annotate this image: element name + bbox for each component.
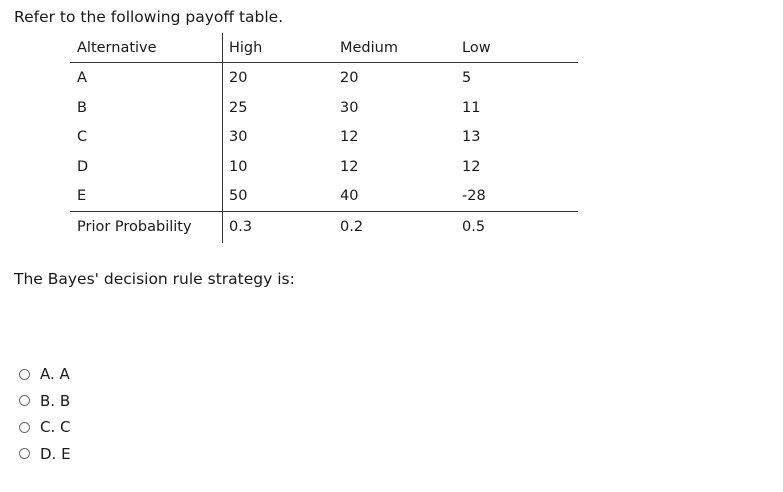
answer-options: A. A B. B C. C D. E <box>19 361 71 467</box>
high-cell: 30 <box>229 129 248 145</box>
prior-rule <box>70 211 578 212</box>
option-label: B. B <box>40 391 71 410</box>
header-alternative: Alternative <box>77 40 157 56</box>
table-row: B 25 30 11 <box>70 97 578 119</box>
high-cell: 10 <box>229 159 248 175</box>
prior-medium-cell: 0.2 <box>340 219 364 235</box>
table-row: A 20 20 5 <box>70 67 578 89</box>
option-c[interactable]: C. C <box>19 414 71 441</box>
table-row: D 10 12 12 <box>70 156 578 178</box>
prior-probability-row: Prior Probability 0.3 0.2 0.5 <box>70 216 578 238</box>
table-header-row: Alternative High Medium Low <box>70 37 578 59</box>
medium-cell: 40 <box>340 188 359 204</box>
medium-cell: 30 <box>340 100 359 116</box>
question-prompt: Refer to the following payoff table. <box>14 8 284 26</box>
column-divider <box>222 33 223 243</box>
option-b[interactable]: B. B <box>19 388 71 415</box>
header-medium: Medium <box>340 40 398 56</box>
medium-cell: 20 <box>340 70 359 86</box>
prior-probability-label: Prior Probability <box>77 219 192 235</box>
table-row: C 30 12 13 <box>70 126 578 148</box>
header-rule <box>70 62 578 63</box>
option-label: D. E <box>40 444 71 463</box>
alternative-cell: B <box>77 100 87 116</box>
medium-cell: 12 <box>340 159 359 175</box>
option-d[interactable]: D. E <box>19 441 71 468</box>
header-high: High <box>229 40 263 56</box>
radio-button[interactable] <box>19 368 30 380</box>
low-cell: 13 <box>462 129 481 145</box>
low-cell: 11 <box>462 100 481 116</box>
low-cell: 12 <box>462 159 481 175</box>
high-cell: 20 <box>229 70 248 86</box>
payoff-table: Alternative High Medium Low A 20 20 5 B … <box>70 33 578 243</box>
radio-button[interactable] <box>19 421 30 433</box>
prior-high-cell: 0.3 <box>229 219 253 235</box>
alternative-cell: E <box>77 188 87 204</box>
high-cell: 50 <box>229 188 248 204</box>
alternative-cell: A <box>77 70 87 86</box>
prior-low-cell: 0.5 <box>462 219 486 235</box>
radio-button[interactable] <box>19 395 30 407</box>
alternative-cell: D <box>77 159 89 175</box>
option-label: C. C <box>40 418 71 437</box>
high-cell: 25 <box>229 100 248 116</box>
radio-button[interactable] <box>19 448 30 460</box>
low-cell: 5 <box>462 70 472 86</box>
header-low: Low <box>462 40 491 56</box>
table-row: E 50 40 -28 <box>70 185 578 207</box>
question-text: The Bayes' decision rule strategy is: <box>14 270 295 288</box>
alternative-cell: C <box>77 129 88 145</box>
medium-cell: 12 <box>340 129 359 145</box>
low-cell: -28 <box>462 188 486 204</box>
option-a[interactable]: A. A <box>19 361 71 388</box>
option-label: A. A <box>40 365 70 384</box>
